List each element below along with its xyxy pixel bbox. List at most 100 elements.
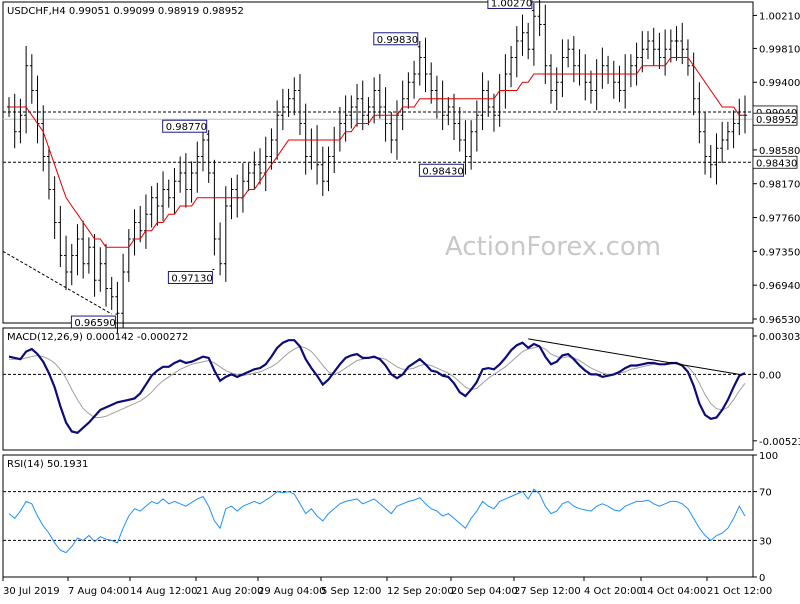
price-bar: [594, 59, 599, 111]
macd-header-text: MACD(12,26,9) 0.000142 -0.000272: [7, 332, 188, 343]
price-bar: [109, 276, 114, 310]
time-axis: 30 Jul 2019 7 Aug 04:00 14 Aug 12:0021 Aug…: [2, 577, 772, 597]
price-bar: [297, 73, 302, 136]
price-bar: [166, 179, 171, 208]
price-bar: [663, 29, 668, 76]
price-bar: [560, 39, 565, 98]
price-y-tick-label: 0.99400: [759, 78, 800, 89]
price-bar: [121, 253, 126, 329]
price-bar: [75, 224, 80, 276]
price-bar: [566, 39, 571, 68]
price-bar: [600, 47, 605, 89]
price-bar: [252, 151, 257, 190]
price-bar: [731, 110, 736, 149]
price-bar: [229, 177, 234, 220]
time-axis-label: 14 Aug 12:00: [130, 586, 197, 597]
price-bar: [634, 42, 639, 86]
price-header-text: USDCHF,H4 0.99051 0.99099 0.98919 0.9895…: [7, 6, 244, 17]
price-bar: [269, 128, 274, 170]
price-bar: [520, 14, 525, 56]
price-bar: [86, 237, 91, 274]
price-bar: [206, 130, 211, 183]
price-bar: [246, 163, 251, 192]
time-axis-label: 12 Sep 20:00: [387, 586, 454, 597]
price-bar: [406, 72, 411, 109]
time-axis-label: 5 Sep 12:00: [321, 586, 381, 597]
price-bar: [218, 222, 223, 276]
price-bar: [389, 111, 394, 154]
price-bar: [161, 171, 166, 221]
price-bar: [143, 194, 148, 249]
price-bar: [292, 77, 297, 116]
price-bar: [349, 95, 354, 129]
price-bar: [320, 146, 325, 197]
price-bar: [98, 247, 103, 292]
price-bar: [103, 243, 108, 307]
price-bar: [452, 93, 457, 140]
annotation-label: 0.97130: [171, 274, 212, 285]
price-bar: [29, 54, 34, 104]
price-bar: [423, 37, 428, 93]
price-bar: [280, 88, 285, 131]
price-bar: [531, 3, 536, 66]
price-bar: [720, 121, 725, 164]
price-bar: [503, 54, 508, 109]
price-bar: [400, 80, 405, 131]
time-axis-label: 4 Oct 20:00: [584, 586, 643, 597]
price-bar: [240, 163, 245, 213]
price-bar: [446, 97, 451, 126]
price-bar: [303, 103, 308, 175]
price-bar: [377, 73, 382, 119]
price-y-tick-label: 0.99810: [759, 44, 800, 55]
time-axis-label: 21 Oct 12:00: [707, 586, 772, 597]
price-bar: [69, 243, 74, 286]
annotation-label: 0.98430: [422, 166, 463, 177]
price-y-tick-label: 0.97350: [759, 247, 800, 258]
price-bar: [12, 93, 17, 149]
price-bar: [703, 111, 708, 175]
price-y-tick-label: 0.96530: [759, 315, 800, 326]
price-y-tick-label: 0.98170: [759, 180, 800, 191]
price-bar: [172, 168, 177, 215]
moving-average-line: [9, 57, 745, 248]
price-bar: [383, 87, 388, 142]
price-bar: [115, 281, 120, 334]
annotation-label: 0.98770: [166, 122, 207, 133]
macd-main-line: [8, 339, 746, 434]
price-bar: [189, 161, 194, 203]
price-bar: [697, 82, 702, 144]
annotation-box: [487, 0, 533, 9]
price-bar: [623, 54, 628, 109]
price-bar: [58, 205, 63, 268]
price-bar: [64, 235, 69, 291]
price-bar: [691, 52, 696, 116]
time-axis-label: 21 Aug 20:00: [196, 586, 263, 597]
price-y-tick-label: 1.00210: [759, 11, 800, 22]
price-bar: [326, 146, 331, 192]
rsi-line: [8, 488, 746, 554]
rsi-y-tick-label: 0: [759, 573, 765, 584]
price-bar: [263, 136, 268, 192]
price-bar: [469, 120, 474, 170]
price-bar: [18, 98, 23, 144]
price-bar: [332, 126, 337, 173]
price-bar: [474, 100, 479, 152]
price-bar: [46, 146, 51, 200]
price-bar: [337, 106, 342, 152]
price-bar: [24, 45, 29, 134]
price-bar: [92, 234, 97, 297]
price-bar: [554, 67, 559, 111]
price-bar: [126, 229, 131, 282]
watermark-text: ActionForex.com: [445, 232, 661, 262]
rsi-y-tick-label: 100: [759, 451, 778, 462]
price-bar: [366, 97, 371, 126]
time-axis-label: 30 Jul 2019: [3, 586, 60, 597]
price-panel: ActionForex.com USDCHF,H4 0.99051 0.99099…: [2, 0, 800, 334]
price-y-tick-label: 0.97760: [759, 214, 800, 225]
time-axis-label: 14 Oct 04:00: [641, 586, 706, 597]
price-bar: [480, 72, 485, 131]
price-bar: [457, 106, 462, 152]
price-bar: [509, 45, 514, 88]
price-bar: [412, 60, 417, 99]
